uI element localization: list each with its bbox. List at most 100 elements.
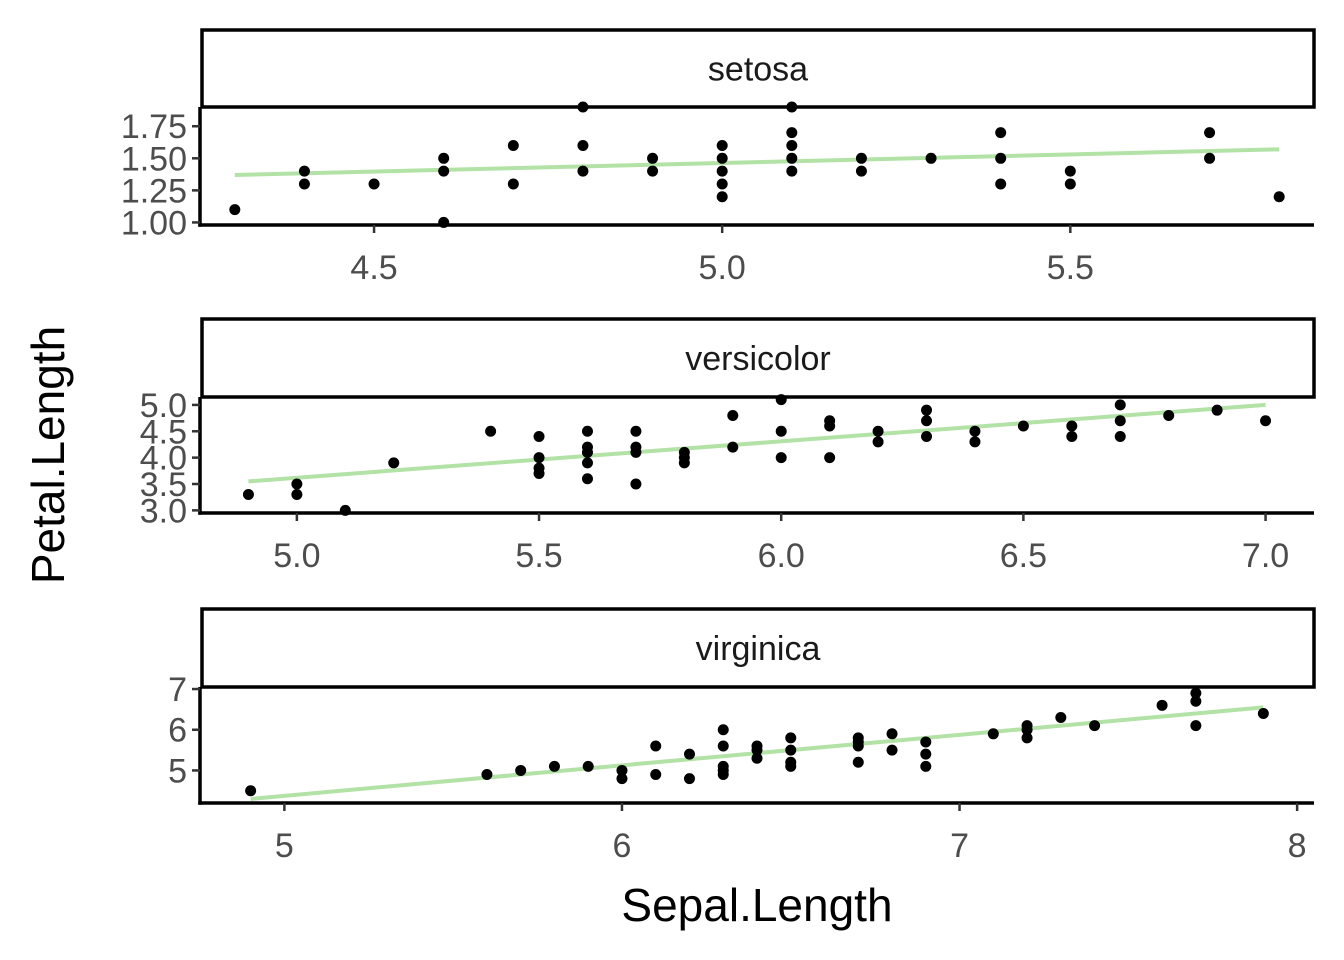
data-point: [1190, 720, 1202, 732]
data-point: [581, 473, 593, 485]
data-point: [533, 462, 545, 474]
data-point: [1021, 720, 1033, 732]
data-point: [775, 425, 787, 437]
data-point: [1064, 165, 1076, 177]
data-point: [786, 127, 798, 139]
data-point: [1273, 191, 1285, 203]
x-tick-label: 4.5: [350, 249, 397, 287]
data-point: [1163, 409, 1175, 421]
data-point: [1089, 720, 1101, 732]
data-point: [229, 204, 241, 216]
y-tick-label: 4.5: [140, 413, 187, 451]
data-point: [533, 431, 545, 443]
data-point: [485, 425, 497, 437]
data-point: [1190, 695, 1202, 707]
data-point: [577, 101, 589, 113]
data-point: [921, 431, 933, 443]
data-point: [920, 736, 932, 748]
data-point: [717, 740, 729, 752]
data-point: [925, 152, 937, 164]
facet-setosa: setosa 4.5 5.0 5.5 1.001.251.501.75: [121, 28, 1316, 287]
data-point: [1190, 687, 1202, 699]
data-point: [751, 740, 763, 752]
data-point: [775, 394, 787, 406]
facet-strip: [200, 607, 1316, 689]
data-point: [785, 732, 797, 744]
x-tick-label: 7.0: [1242, 537, 1289, 575]
data-point: [678, 446, 690, 458]
x-tick-label: 5.5: [1047, 249, 1094, 287]
data-point: [515, 764, 527, 776]
y-tick-label: 5.0: [140, 387, 187, 425]
data-point: [995, 178, 1007, 190]
data-point: [481, 769, 493, 781]
data-point: [533, 452, 545, 464]
data-point: [921, 415, 933, 427]
data-point: [577, 139, 589, 151]
data-point: [872, 436, 884, 448]
data-point: [388, 457, 400, 469]
data-point: [1211, 404, 1223, 416]
facet-strip-label: versicolor: [685, 340, 830, 378]
data-point: [616, 773, 628, 785]
data-point: [581, 441, 593, 453]
data-point: [548, 760, 560, 772]
data-point: [886, 744, 898, 756]
data-point: [291, 478, 303, 490]
data-point: [727, 409, 739, 421]
data-point: [717, 760, 729, 772]
data-point: [368, 178, 380, 190]
data-point: [751, 752, 763, 764]
data-point: [647, 152, 659, 164]
data-point: [786, 139, 798, 151]
data-point: [716, 191, 728, 203]
x-tick-label: 5.0: [699, 249, 746, 287]
data-point: [1257, 707, 1269, 719]
data-point: [647, 165, 659, 177]
data-point: [630, 478, 642, 490]
data-point: [824, 452, 836, 464]
x-tick-label: 5: [275, 827, 294, 865]
regression-line: [248, 402, 1266, 484]
x-tick-label: 6: [613, 827, 632, 865]
y-tick-label: 3.5: [140, 466, 187, 504]
data-point: [1204, 127, 1216, 139]
y-tick-label: 5: [168, 752, 187, 790]
data-point: [630, 425, 642, 437]
data-point: [1260, 415, 1272, 427]
x-tick-label: 7: [950, 827, 969, 865]
facet-strip-label: setosa: [708, 51, 808, 89]
data-point: [717, 724, 729, 736]
data-point: [438, 165, 450, 177]
data-point: [716, 178, 728, 190]
data-point: [920, 748, 932, 760]
data-point: [716, 152, 728, 164]
data-point: [852, 756, 864, 768]
data-point: [1156, 699, 1168, 711]
data-point: [716, 165, 728, 177]
data-point: [683, 773, 695, 785]
data-point: [1114, 415, 1126, 427]
data-point: [1204, 152, 1216, 164]
data-point: [1066, 431, 1078, 443]
facet-strip: [200, 28, 1316, 109]
data-point: [824, 415, 836, 427]
x-axis-title: Sepal.Length: [621, 879, 892, 931]
data-point: [650, 740, 662, 752]
data-point: [683, 748, 695, 760]
x-tick-label: 5.0: [273, 537, 320, 575]
data-point: [1066, 420, 1078, 432]
facet-strip: [200, 317, 1316, 399]
data-point: [507, 139, 519, 151]
x-tick-label: 6.0: [758, 537, 805, 575]
regression-line: [234, 147, 1280, 177]
x-tick-label: 5.5: [515, 537, 562, 575]
data-point: [716, 139, 728, 151]
data-point: [852, 732, 864, 744]
data-point: [920, 760, 932, 772]
y-tick-label: 7: [168, 671, 187, 709]
data-point: [577, 165, 589, 177]
